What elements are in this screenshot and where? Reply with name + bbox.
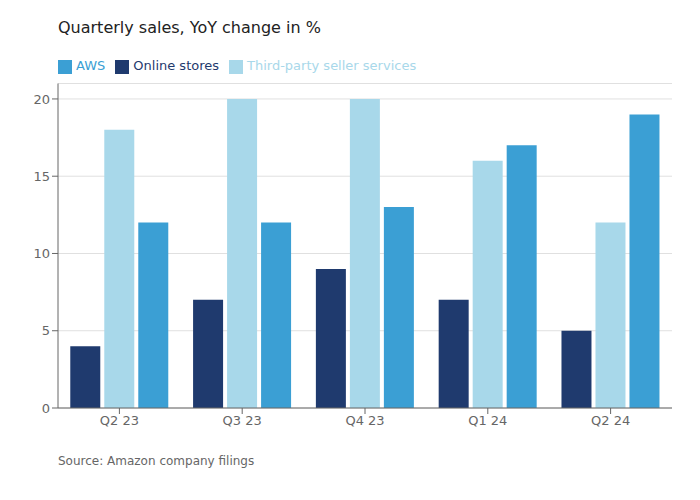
html-text:Quarterly sales, YoY change in: Quarterly sales, YoY change in % <box>58 18 321 37</box>
svg-text:5: 5 <box>42 323 50 338</box>
html-text:Source: Amazon company filings: Source: Amazon company filings <box>58 454 255 468</box>
svg-text:Q2 23: Q2 23 <box>100 413 139 428</box>
svg-text:15: 15 <box>33 169 50 184</box>
svg-text:10: 10 <box>33 246 50 261</box>
svg-text:Q2 24: Q2 24 <box>591 413 630 428</box>
svg-text:20: 20 <box>33 92 50 107</box>
svg-text:Q3 23: Q3 23 <box>223 413 262 428</box>
svg-text:Q1 24: Q1 24 <box>468 413 507 428</box>
html-text:AWS: AWS <box>76 58 106 73</box>
html-text:Third-party seller services: Third-party seller services <box>247 58 417 73</box>
svg-text:0: 0 <box>42 401 50 416</box>
html-text:Online stores: Online stores <box>133 58 219 73</box>
svg-text:Q4 23: Q4 23 <box>345 413 384 428</box>
